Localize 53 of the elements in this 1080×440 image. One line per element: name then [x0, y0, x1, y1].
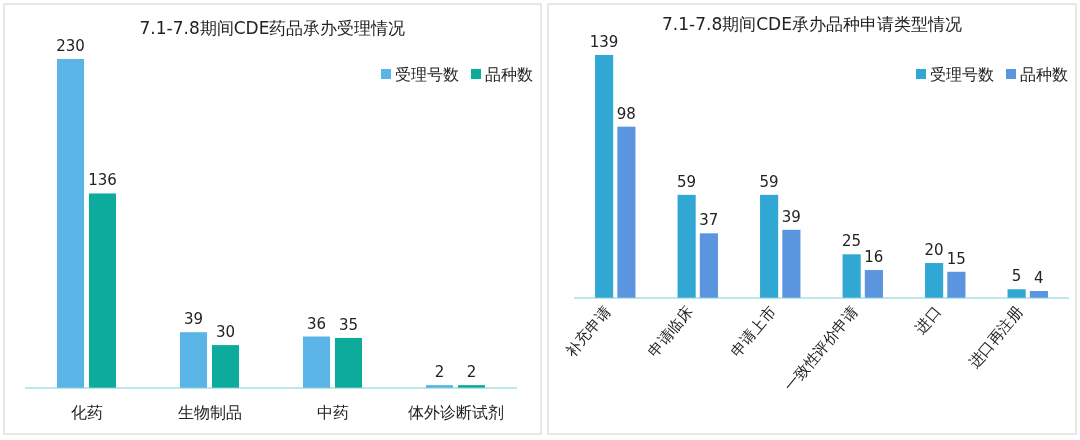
data-label: 136: [88, 171, 117, 190]
x-tick-label: 一致性评价申请: [780, 303, 862, 396]
bar: [677, 194, 696, 298]
x-tick-label: 生物制品: [177, 403, 242, 422]
x-tick-label: 进口: [911, 303, 945, 338]
data-label: 39: [781, 207, 801, 226]
bar: [1007, 289, 1026, 298]
legend-label: 品种数: [1020, 65, 1068, 84]
data-label: 230: [56, 37, 85, 55]
data-label: 25: [842, 232, 862, 251]
data-label: 59: [759, 172, 779, 191]
data-label: 59: [677, 172, 697, 191]
x-tick-label: 中药: [316, 403, 349, 422]
data-label: 15: [946, 249, 966, 268]
bar: [56, 59, 85, 388]
x-tick-label: 进口再注册: [964, 303, 1027, 373]
bar: [211, 345, 240, 388]
data-label: 36: [306, 314, 327, 333]
chart-title: 7.1-7.8期间CDE承办品种申请类型情况: [662, 14, 962, 34]
bar: [925, 263, 944, 298]
bar: [947, 271, 966, 298]
x-tick-label: 申请临床: [644, 303, 697, 361]
legend-label: 受理号数: [395, 65, 459, 84]
bar: [179, 332, 208, 388]
legend-label: 品种数: [485, 65, 533, 84]
data-label: 39: [183, 310, 204, 329]
data-label: 2: [466, 363, 477, 382]
x-tick-label: 体外诊断试剂: [407, 403, 504, 422]
bar: [782, 229, 801, 298]
bar: [699, 233, 718, 298]
data-label: 35: [338, 315, 359, 334]
bar: [864, 270, 883, 298]
data-label: 4: [1034, 269, 1044, 288]
bar: [842, 254, 861, 298]
legend-label: 受理号数: [930, 65, 994, 84]
data-label: 37: [699, 211, 719, 230]
chart-title: 7.1-7.8期间CDE药品承办受理情况: [139, 18, 406, 38]
data-label: 30: [215, 323, 236, 342]
data-label: 139: [589, 33, 619, 51]
data-label: 98: [616, 104, 636, 123]
x-tick-label: 化药: [70, 403, 103, 422]
data-label: 2: [434, 363, 445, 382]
x-tick-label: 补充申请: [561, 303, 615, 361]
data-label: 20: [924, 241, 944, 260]
data-label: 16: [864, 248, 884, 267]
bar: [760, 194, 779, 298]
data-label: 5: [1011, 267, 1022, 286]
bar: [302, 336, 331, 388]
bar: [88, 193, 117, 388]
bar: [595, 55, 614, 298]
bar: [334, 337, 363, 388]
x-tick-label: 申请上市: [726, 303, 780, 361]
bar: [617, 126, 636, 298]
